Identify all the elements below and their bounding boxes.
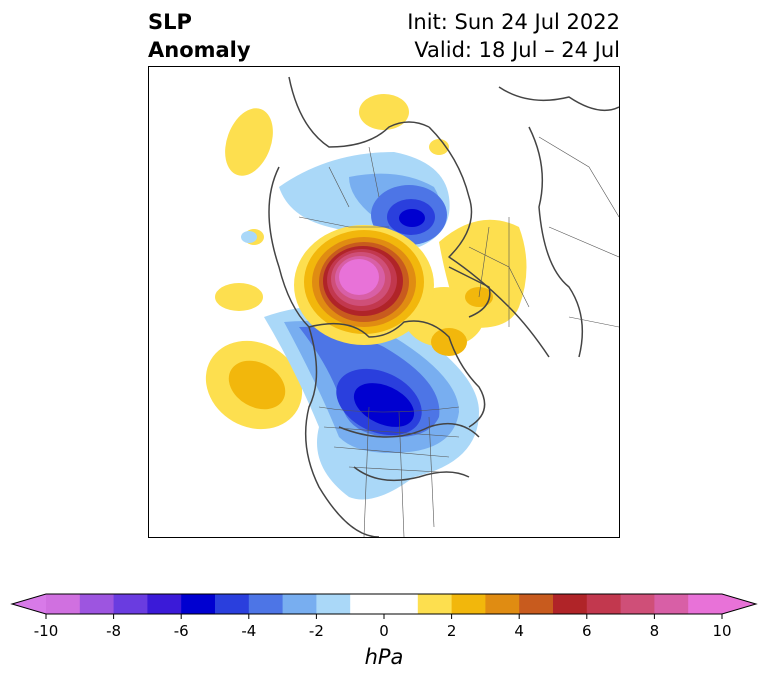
colorbar-segment <box>688 594 723 614</box>
colorbar-segment <box>316 594 351 614</box>
colorbar-segment <box>46 594 81 614</box>
colorbar-tick-label: -6 <box>174 622 189 640</box>
colorbar-tick-label: -8 <box>106 622 121 640</box>
colorbar-segment <box>620 594 655 614</box>
slp-anomaly-map <box>205 76 619 537</box>
colorbar-tick-label: 4 <box>514 622 524 640</box>
colorbar-extend-max <box>722 594 756 614</box>
colorbar-segment <box>485 594 520 614</box>
colorbar-segment <box>519 594 554 614</box>
colorbar-tick-label: 8 <box>650 622 660 640</box>
colorbar-segment <box>654 594 689 614</box>
anomaly-beaufort-positive <box>294 225 434 345</box>
colorbar-tick-label: 0 <box>379 622 389 640</box>
colorbar-segment <box>417 594 453 614</box>
colorbar-segment <box>586 594 622 614</box>
colorbar-ticks: -10 -8 -6 -4 -2 0 2 4 6 8 10 <box>34 614 732 640</box>
colorbar-extend-min <box>12 594 46 614</box>
colorbar-segment <box>282 594 317 614</box>
political-borders <box>298 136 619 537</box>
colorbar-segment <box>350 594 385 614</box>
title-line-2: Anomaly <box>148 38 251 62</box>
init-date: Init: Sun 24 Jul 2022 <box>407 10 620 34</box>
colorbar-segment <box>451 594 486 614</box>
map-panel <box>148 66 620 538</box>
colorbar-segment <box>384 594 419 614</box>
colorbar-tick-label: 2 <box>447 622 457 640</box>
colorbar-segments <box>46 594 723 614</box>
colorbar-segment <box>79 594 115 614</box>
anomaly-canada-negative <box>264 305 479 500</box>
anomaly-pacific-positive <box>205 108 303 430</box>
colorbar: -10 -8 -6 -4 -2 0 2 4 6 8 10 <box>10 593 758 640</box>
colorbar-segment <box>181 594 216 614</box>
colorbar-segment <box>553 594 588 614</box>
colorbar-unit-label: hPa <box>364 645 404 669</box>
colorbar-tick-label: -2 <box>309 622 324 640</box>
colorbar-segment <box>248 594 284 614</box>
title-line-1: SLP <box>148 10 192 34</box>
colorbar-segment <box>113 594 148 614</box>
colorbar-segment <box>147 594 182 614</box>
date-info: Init: Sun 24 Jul 2022 Valid: 18 Jul – 24… <box>407 8 620 64</box>
colorbar-tick-label: 10 <box>712 622 731 640</box>
coastlines <box>268 76 619 537</box>
colorbar-tick-label: 6 <box>582 622 592 640</box>
valid-range: Valid: 18 Jul – 24 Jul <box>414 38 620 62</box>
chart-title: SLP Anomaly <box>148 8 251 64</box>
colorbar-tick-label: -10 <box>34 622 59 640</box>
colorbar-segment <box>215 594 250 614</box>
colorbar-tick-label: -4 <box>241 622 256 640</box>
